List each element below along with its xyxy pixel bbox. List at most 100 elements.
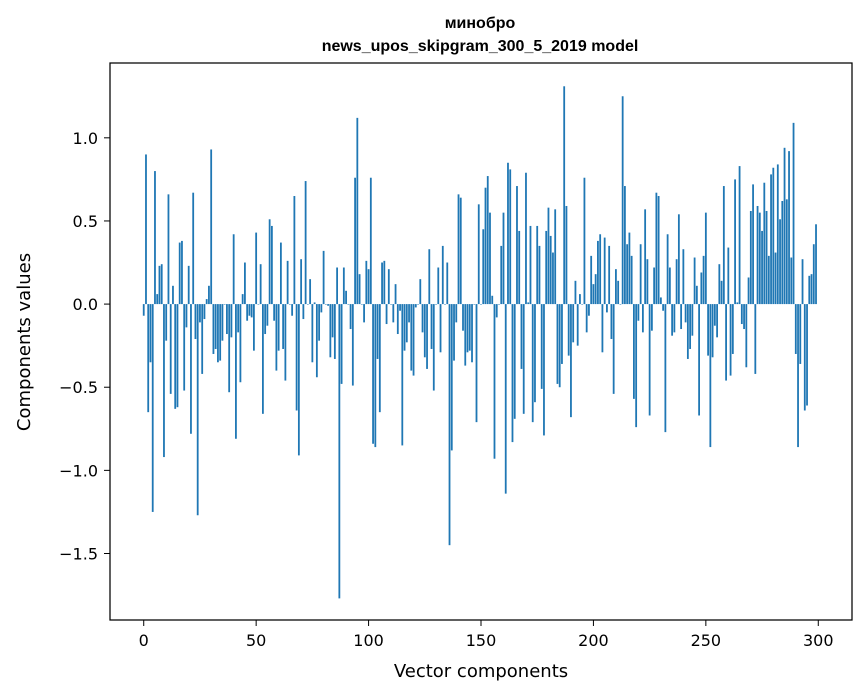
bar-46 <box>246 304 249 321</box>
bar-47 <box>248 304 251 316</box>
bar-286 <box>785 199 788 305</box>
bar-16 <box>178 242 181 305</box>
bar-194 <box>579 294 581 305</box>
bar-119 <box>410 304 413 371</box>
bar-72 <box>304 181 307 305</box>
bar-205 <box>603 237 606 305</box>
bar-146 <box>471 304 473 363</box>
bar-10 <box>165 304 168 341</box>
bar-203 <box>599 234 602 305</box>
bar-174 <box>534 304 536 403</box>
bar-150 <box>480 304 482 305</box>
bar-44 <box>241 294 244 305</box>
bar-155 <box>491 295 494 305</box>
y-tick-label: −0.5 <box>59 378 98 397</box>
bar-88 <box>340 304 343 384</box>
bar-282 <box>776 164 779 305</box>
bar-276 <box>763 182 766 305</box>
bar-168 <box>520 304 523 369</box>
bar-56 <box>268 219 271 305</box>
bar-187 <box>563 86 566 305</box>
bar-13 <box>172 285 174 305</box>
bar-59 <box>275 304 278 371</box>
bar-283 <box>779 219 781 305</box>
bar-129 <box>432 304 435 391</box>
bar-267 <box>743 304 745 330</box>
bar-201 <box>594 274 597 305</box>
bar-99 <box>365 260 368 305</box>
bar-116 <box>403 304 406 351</box>
bar-123 <box>419 279 422 305</box>
bar-9 <box>163 304 165 458</box>
bar-30 <box>210 149 213 305</box>
bar-235 <box>671 304 674 336</box>
y-axis-label: Components values <box>14 253 35 431</box>
bar-239 <box>680 304 683 330</box>
bar-184 <box>556 304 559 384</box>
chart-title: минобро <box>445 15 516 32</box>
x-tick-label: 150 <box>466 631 497 650</box>
bar-268 <box>745 304 748 368</box>
bar-108 <box>385 304 388 325</box>
bar-65 <box>288 304 291 305</box>
bar-246 <box>695 285 698 305</box>
bar-269 <box>747 277 750 305</box>
x-tick-label: 50 <box>246 631 266 650</box>
bar-207 <box>608 245 611 305</box>
bar-221 <box>639 244 642 305</box>
x-axis-label: Vector components <box>394 661 568 682</box>
y-tick-label: −1.0 <box>59 461 98 480</box>
bar-147 <box>473 304 476 305</box>
bar-25 <box>199 304 201 323</box>
bar-180 <box>547 207 550 305</box>
bar-114 <box>399 304 401 311</box>
bar-157 <box>495 304 498 318</box>
bar-128 <box>430 304 433 349</box>
bar-211 <box>617 280 620 305</box>
bar-80 <box>322 250 325 305</box>
bar-130 <box>435 304 437 305</box>
bar-153 <box>486 176 489 305</box>
bar-22 <box>192 192 195 305</box>
bar-222 <box>641 304 644 333</box>
bar-229 <box>657 196 660 305</box>
bar-42 <box>237 304 240 333</box>
bar-262 <box>731 304 734 354</box>
bar-261 <box>729 304 732 376</box>
x-tick-label: 0 <box>139 631 149 650</box>
bar-156 <box>493 304 496 459</box>
bar-37 <box>226 304 228 335</box>
bar-23 <box>194 304 197 340</box>
bar-104 <box>376 304 379 359</box>
y-tick-label: 0.5 <box>73 212 98 231</box>
bar-33 <box>217 304 219 363</box>
bar-158 <box>498 304 500 305</box>
bar-14 <box>174 304 177 409</box>
bar-177 <box>540 304 543 389</box>
bar-271 <box>752 184 754 305</box>
bar-214 <box>624 186 626 305</box>
bar-298 <box>812 244 815 305</box>
bar-1 <box>145 154 147 305</box>
bar-141 <box>459 197 462 305</box>
bar-173 <box>531 304 534 423</box>
bar-18 <box>183 304 186 391</box>
bar-64 <box>286 260 289 305</box>
bar-63 <box>284 304 287 381</box>
bar-285 <box>783 147 786 305</box>
bar-217 <box>630 255 633 305</box>
y-tick-label: −1.5 <box>59 544 98 563</box>
bar-39 <box>230 304 233 338</box>
bar-247 <box>698 304 700 416</box>
bar-245 <box>693 257 696 305</box>
bar-32 <box>214 304 217 349</box>
x-tick-label: 300 <box>803 631 834 650</box>
bar-12 <box>169 304 172 394</box>
bar-238 <box>677 214 680 305</box>
bar-98 <box>363 304 365 323</box>
bar-66 <box>291 304 294 316</box>
bar-111 <box>392 304 395 323</box>
bar-152 <box>484 187 487 305</box>
bar-61 <box>279 242 282 305</box>
bar-273 <box>756 205 759 305</box>
